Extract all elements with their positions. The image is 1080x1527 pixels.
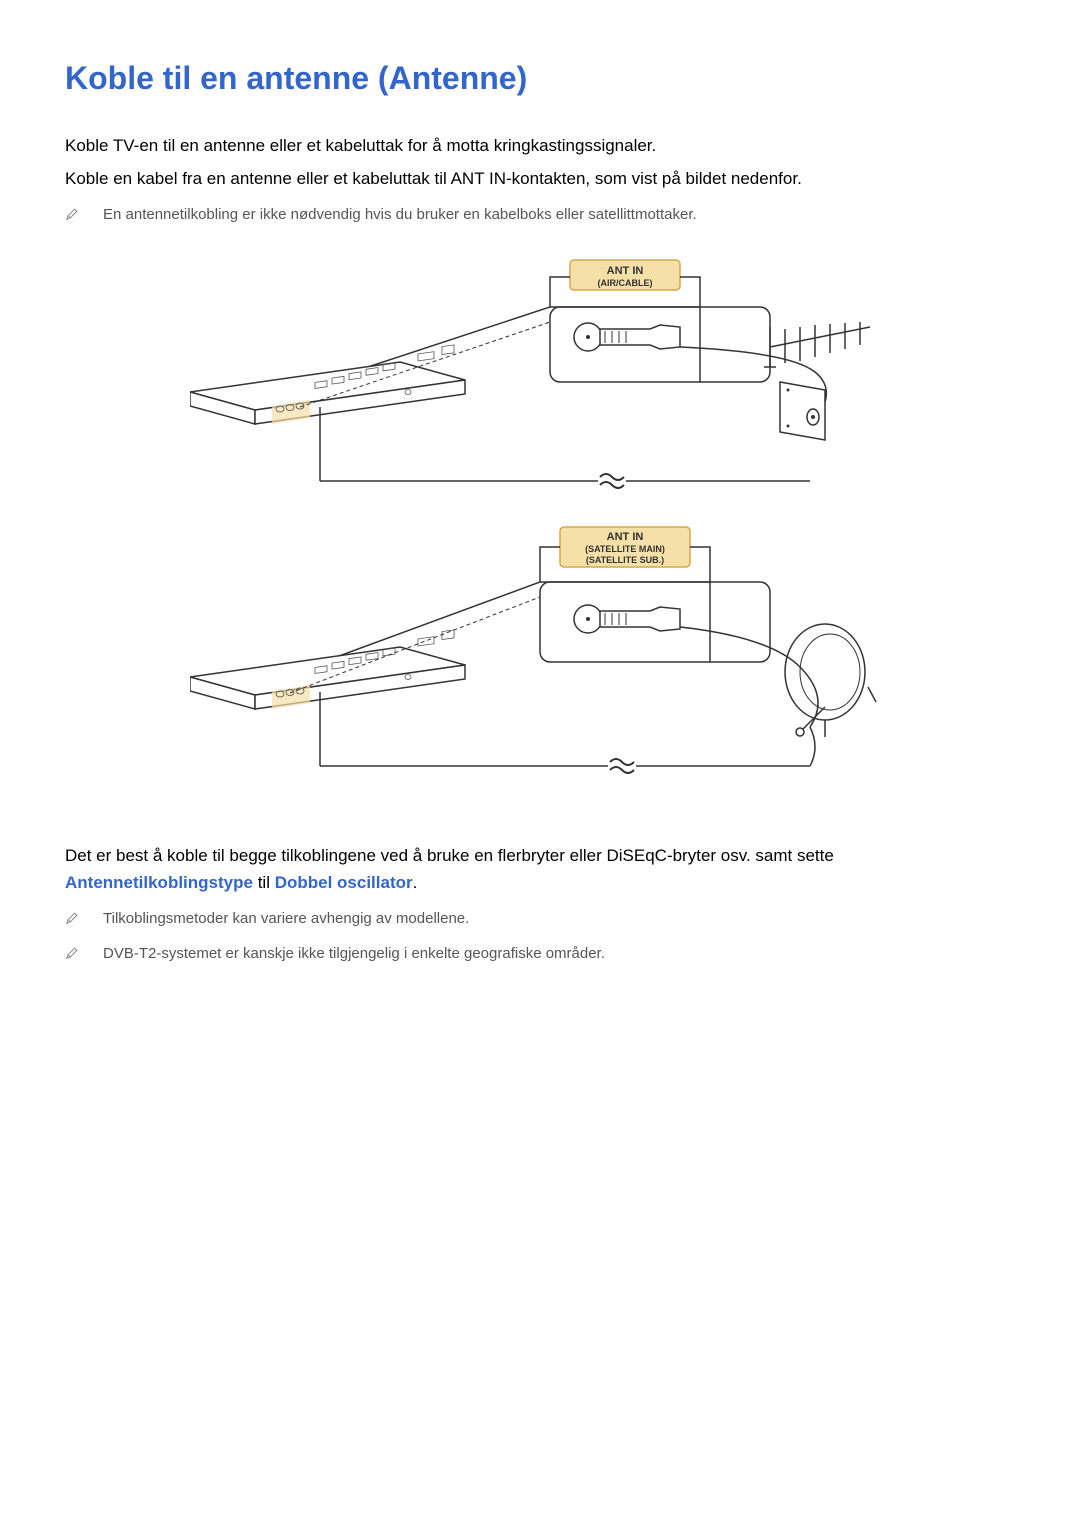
link-dual-oscillator[interactable]: Dobbel oscillator [275,873,413,892]
pencil-icon [65,911,79,925]
note-row-3: DVB-T2-systemet er kanskje ikke tilgjeng… [65,943,1015,966]
callout1-sub: (AIR/CABLE) [598,278,653,288]
link-antenna-type[interactable]: Antennetilkoblingstype [65,873,253,892]
p2-suffix: . [413,873,418,892]
callout1-main: ANT IN [607,265,644,277]
satellite-dish-icon [785,624,876,737]
note-text-2: Tilkoblingsmetoder kan variere avhengig … [103,908,469,931]
pencil-icon [65,946,79,960]
paragraph-2: Det er best å koble til begge tilkobling… [65,842,1015,896]
note-row-1: En antennetilkobling er ikke nødvendig h… [65,204,1015,227]
callout2-main: ANT IN [607,531,644,543]
pencil-icon [65,207,79,221]
intro-text-2: Koble en kabel fra en antenne eller et k… [65,165,1015,192]
diagram-container: ANT IN (AIR/CABLE) [65,252,1015,812]
connection-diagram: ANT IN (AIR/CABLE) [190,252,890,812]
note-text-3: DVB-T2-systemet er kanskje ikke tilgjeng… [103,943,605,966]
p2-prefix: Det er best å koble til begge tilkobling… [65,846,834,865]
page-title: Koble til en antenne (Antenne) [65,60,1015,97]
note-text-1: En antennetilkobling er ikke nødvendig h… [103,204,697,227]
note-row-2: Tilkoblingsmetoder kan variere avhengig … [65,908,1015,931]
callout2-sub2: (SATELLITE SUB.) [586,555,664,565]
wall-plate-icon [780,382,825,440]
uhf-antenna-icon [764,322,870,367]
p2-mid: til [253,873,275,892]
intro-text-1: Koble TV-en til en antenne eller et kabe… [65,132,1015,159]
callout2-sub1: (SATELLITE MAIN) [585,544,665,554]
